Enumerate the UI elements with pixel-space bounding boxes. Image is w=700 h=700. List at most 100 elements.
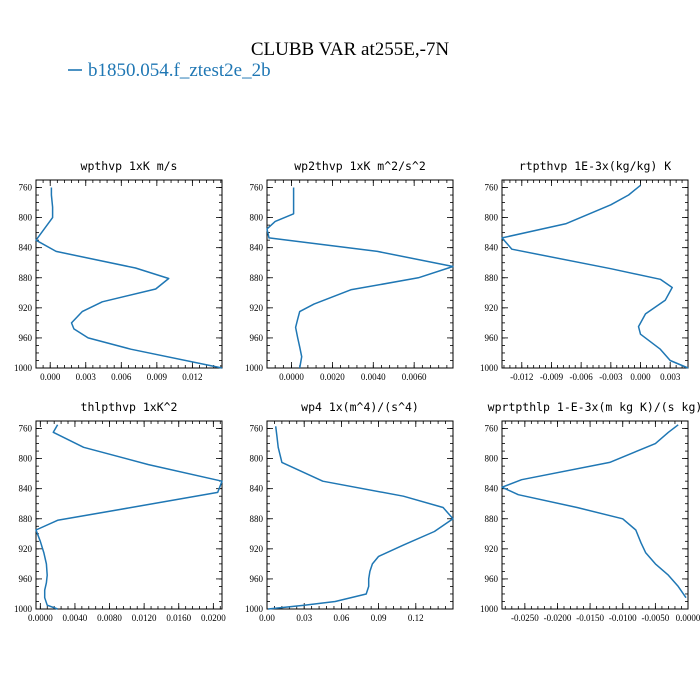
y-tick-label: 800: [250, 213, 264, 223]
y-tick-label: 920: [250, 303, 264, 313]
x-tick-label: -0.0250: [511, 613, 539, 623]
x-tick-label: -0.006: [570, 372, 594, 382]
x-tick-label: -0.0050: [641, 613, 669, 623]
y-tick-label: 760: [250, 183, 264, 193]
y-tick-label: 760: [485, 424, 499, 434]
chart-panel-5: wp4 1x(m^4)/(s^4)76080084088092096010000…: [245, 400, 454, 623]
y-tick-label: 760: [485, 183, 499, 193]
x-tick-label: 0.003: [76, 372, 97, 382]
y-tick-label: 760: [19, 424, 33, 434]
panel-title: rtpthvp 1E-3x(kg/kg) K: [519, 159, 671, 173]
x-tick-label: -0.0150: [576, 613, 604, 623]
x-tick-label: 0.012: [182, 372, 202, 382]
x-tick-label: -0.009: [540, 372, 564, 382]
x-tick-label: 0.06: [334, 613, 350, 623]
x-tick-label: 0.009: [147, 372, 168, 382]
y-tick-label: 800: [19, 454, 33, 464]
series-line: [501, 184, 689, 369]
y-tick-label: 1000: [480, 604, 499, 614]
x-tick-label: 0.03: [296, 613, 312, 623]
x-tick-label: 0.09: [371, 613, 387, 623]
x-tick-label: 0.0060: [402, 372, 427, 382]
y-tick-label: 840: [250, 243, 264, 253]
y-tick-label: 800: [250, 454, 264, 464]
y-tick-label: 1000: [245, 604, 264, 614]
x-tick-label: 0.0040: [63, 613, 88, 623]
plot-frame: [266, 179, 454, 369]
y-tick-label: 880: [19, 514, 33, 524]
panel-grid: wpthvp 1xK m/s76080084088092096010000.00…: [14, 159, 700, 623]
y-tick-label: 920: [485, 303, 499, 313]
chart-panel-4: thlpthvp 1xK^276080084088092096010000.00…: [14, 400, 226, 623]
x-tick-label: 0.0000: [28, 613, 53, 623]
y-tick-label: 840: [485, 243, 499, 253]
y-tick-label: 960: [250, 574, 264, 584]
y-tick-label: 1000: [14, 363, 33, 373]
panel-title: wprtpthlp 1-E-3x(m kg K)/(s kg): [488, 400, 700, 414]
series-line: [268, 426, 454, 610]
y-tick-label: 920: [250, 544, 264, 554]
panel-title: thlpthvp 1xK^2: [81, 400, 178, 414]
y-tick-label: 800: [19, 213, 33, 223]
x-tick-label: 0.0020: [320, 372, 345, 382]
chart-panel-3: rtpthvp 1E-3x(kg/kg) K 760 800 840 880 920 960…: [480, 159, 689, 382]
y-tick-label: 960: [250, 333, 264, 343]
x-tick-label: 0.000: [630, 372, 651, 382]
series-line: [501, 424, 687, 599]
series-line: [35, 424, 223, 610]
y-tick-label: 760: [250, 424, 264, 434]
y-tick-label: 840: [19, 484, 33, 494]
x-tick-label: 0.0160: [166, 613, 191, 623]
y-tick-label: 840: [19, 243, 33, 253]
y-tick-label: 840: [250, 484, 264, 494]
chart-panel-2: wp2thvp 1xK m^2/s^2 760 800 840 880 920 960 100…: [245, 159, 454, 382]
y-tick-label: 960: [19, 333, 33, 343]
plot-frame: [35, 420, 223, 610]
panel-title: wp4 1x(m^4)/(s^4): [301, 400, 419, 414]
panel-title: wpthvp 1xK m/s: [81, 159, 178, 173]
figure-title: CLUBB VAR at255E,-7N: [251, 39, 450, 60]
y-tick-label: 920: [19, 544, 33, 554]
x-tick-label: 0.0040: [361, 372, 386, 382]
series-line: [266, 187, 454, 369]
x-tick-label: -0.0100: [609, 613, 637, 623]
chart-panel-6: wprtpthlp 1-E-3x(m kg K)/(s kg) 760 800 840…: [480, 400, 700, 623]
plot-frame: [501, 420, 689, 610]
y-tick-label: 800: [485, 213, 499, 223]
legend-label: b1850.054.f_ztest2e_2b: [88, 60, 271, 81]
y-tick-label: 1000: [245, 363, 264, 373]
x-tick-label: 0.0000: [676, 613, 700, 623]
y-tick-label: 880: [485, 273, 499, 283]
y-tick-label: 960: [485, 574, 499, 584]
x-tick-label: -0.0200: [544, 613, 572, 623]
x-tick-label: 0.0120: [132, 613, 157, 623]
plot-frame: [35, 179, 223, 369]
y-tick-label: 800: [485, 454, 499, 464]
y-tick-label: 880: [19, 273, 33, 283]
x-tick-label: -0.012: [510, 372, 533, 382]
x-tick-label: 0.000: [40, 372, 61, 382]
y-tick-label: 880: [250, 273, 264, 283]
y-tick-label: 960: [19, 574, 33, 584]
x-tick-label: 0.0080: [97, 613, 122, 623]
y-tick-label: 840: [485, 484, 499, 494]
x-tick-label: 0.00: [259, 613, 275, 623]
y-tick-label: 960: [485, 333, 499, 343]
y-tick-label: 880: [250, 514, 264, 524]
x-tick-label: -0.003: [599, 372, 623, 382]
x-tick-label: 0.003: [660, 372, 681, 382]
plot-frame: [266, 420, 454, 610]
y-tick-label: 920: [19, 303, 33, 313]
x-tick-label: 0.006: [111, 372, 132, 382]
y-tick-label: 880: [485, 514, 499, 524]
y-tick-label: 760: [19, 183, 33, 193]
series-line: [35, 187, 223, 369]
chart-panel-1: wpthvp 1xK m/s 760 800 840 880 920 960 1000 0.00…: [14, 159, 223, 382]
y-tick-label: 1000: [14, 604, 33, 614]
panel-title: wp2thvp 1xK m^2/s^2: [294, 159, 426, 173]
x-tick-label: 0.0200: [201, 613, 226, 623]
y-tick-label: 920: [485, 544, 499, 554]
plot-frame: [501, 179, 689, 369]
